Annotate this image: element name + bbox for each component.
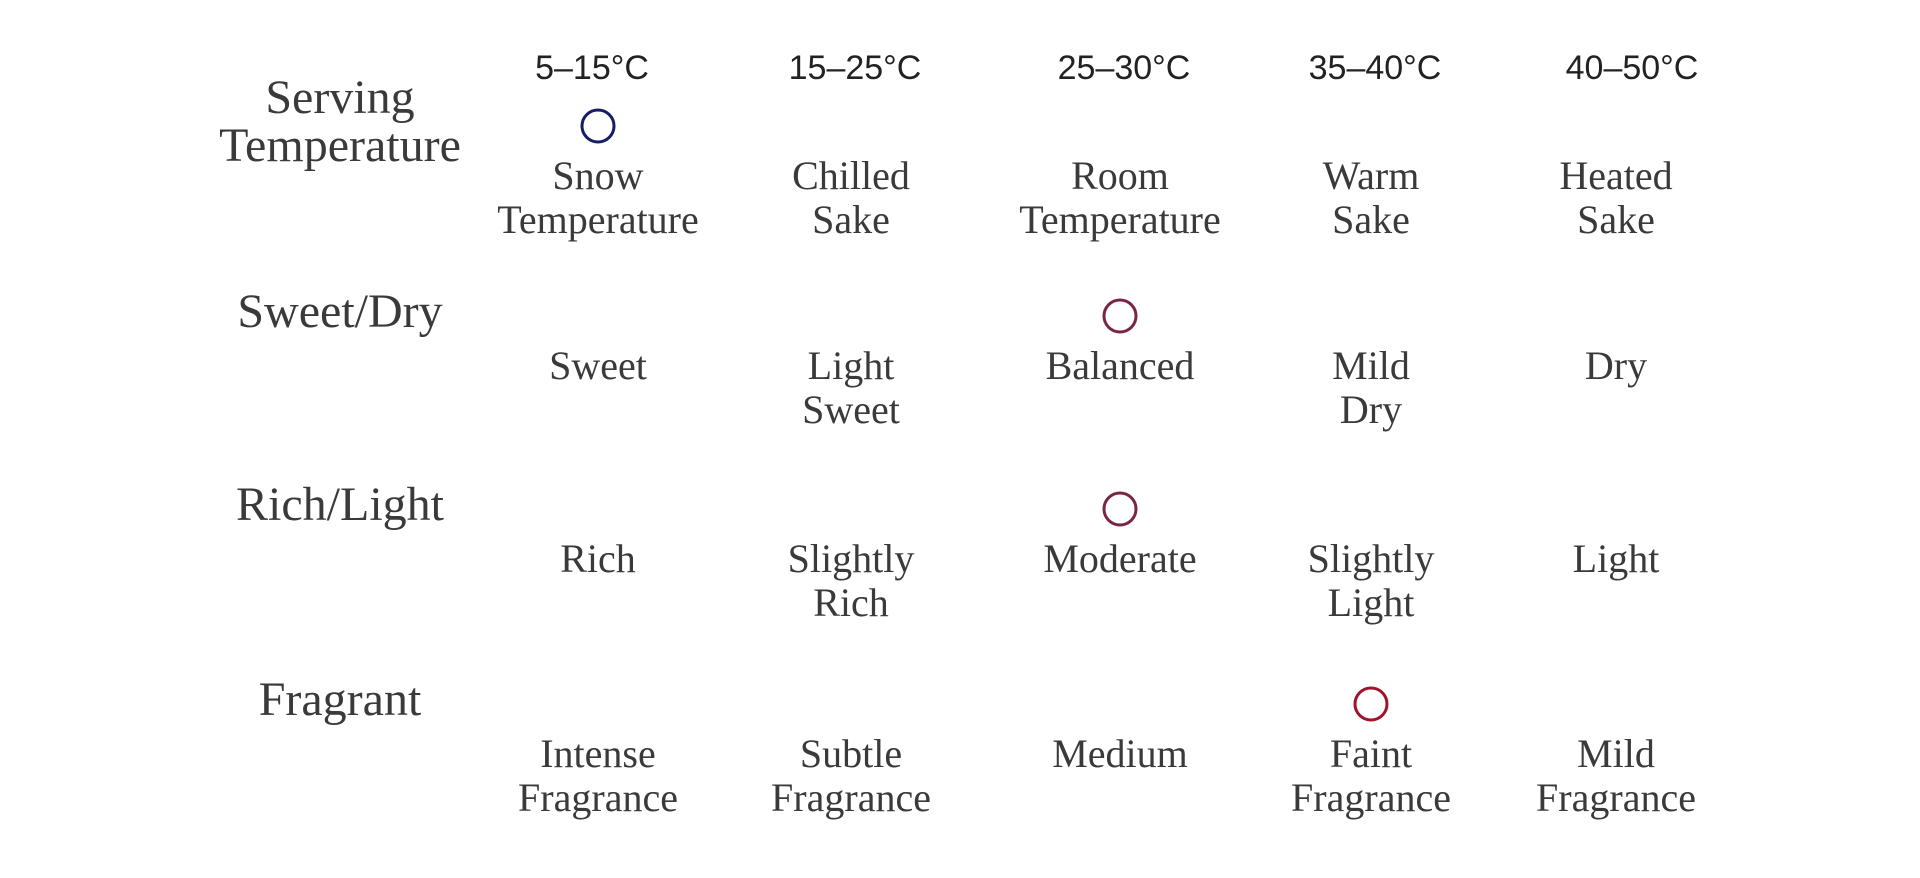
slider-knob[interactable] xyxy=(580,108,616,144)
option-label[interactable]: Snow xyxy=(552,153,643,198)
option-label[interactable]: Heated xyxy=(1559,153,1672,198)
option-label[interactable]: Rich xyxy=(560,536,636,581)
option-label[interactable]: Dry xyxy=(1585,343,1647,388)
range-label: 15–25°C xyxy=(789,49,922,87)
row-title: Temperature xyxy=(219,119,461,172)
option-label[interactable]: Balanced xyxy=(1046,343,1195,388)
range-label: 25–30°C xyxy=(1058,49,1191,87)
range-label: 35–40°C xyxy=(1309,49,1442,87)
option-label[interactable]: Fragrance xyxy=(771,775,931,820)
row-title: Sweet/Dry xyxy=(237,285,442,338)
row-title: Serving xyxy=(265,71,414,124)
slider-knob[interactable] xyxy=(1102,298,1138,334)
option-label[interactable]: Temperature xyxy=(1019,197,1221,242)
option-label[interactable]: Sake xyxy=(1577,197,1655,242)
option-label[interactable]: Light xyxy=(1573,536,1660,581)
slider-knob[interactable] xyxy=(1353,686,1389,722)
option-label[interactable]: Sweet xyxy=(802,387,900,432)
range-label: 40–50°C xyxy=(1566,49,1699,87)
option-label[interactable]: Sweet xyxy=(549,343,647,388)
slider-knob[interactable] xyxy=(1102,491,1138,527)
option-label[interactable]: Intense xyxy=(540,731,656,776)
option-label[interactable]: Warm xyxy=(1323,153,1420,198)
option-label[interactable]: Light xyxy=(1328,580,1415,625)
option-label[interactable]: Temperature xyxy=(497,197,699,242)
option-label[interactable]: Sake xyxy=(812,197,890,242)
option-label[interactable]: Slightly xyxy=(1308,536,1435,581)
option-label[interactable]: Fragrance xyxy=(1536,775,1696,820)
option-label[interactable]: Dry xyxy=(1340,387,1402,432)
option-label[interactable]: Moderate xyxy=(1043,536,1196,581)
option-label[interactable]: Faint xyxy=(1330,731,1412,776)
row-title: Fragrant xyxy=(259,673,422,726)
row-title: Rich/Light xyxy=(236,478,445,531)
option-label[interactable]: Sake xyxy=(1332,197,1410,242)
option-label[interactable]: Mild xyxy=(1577,731,1655,776)
option-label[interactable]: Fragrance xyxy=(1291,775,1451,820)
option-label[interactable]: Room xyxy=(1071,153,1169,198)
option-label[interactable]: Medium xyxy=(1052,731,1188,776)
range-label: 5–15°C xyxy=(535,49,649,87)
option-label[interactable]: Chilled xyxy=(792,153,910,198)
option-label[interactable]: Fragrance xyxy=(518,775,678,820)
option-label[interactable]: Slightly xyxy=(788,536,915,581)
option-label[interactable]: Subtle xyxy=(800,731,902,776)
option-label[interactable]: Light xyxy=(808,343,895,388)
option-label[interactable]: Mild xyxy=(1332,343,1410,388)
option-label[interactable]: Rich xyxy=(813,580,889,625)
